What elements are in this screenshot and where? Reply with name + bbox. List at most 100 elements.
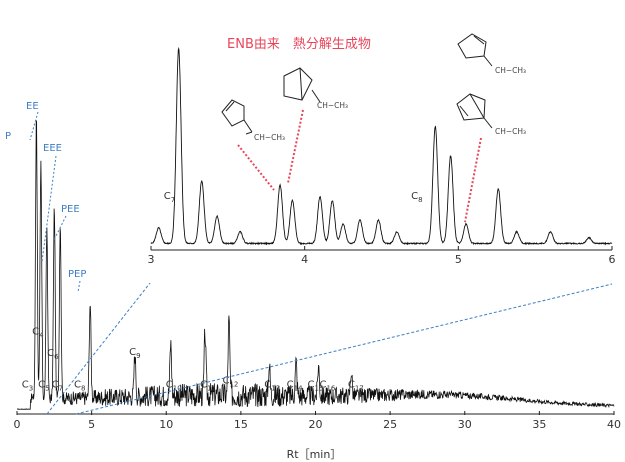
- peak-label-name: C: [32, 327, 39, 338]
- inset-trace: [150, 46, 613, 246]
- peak-label: C7: [52, 380, 63, 393]
- inset-x-ticks: 3 4 5 6: [148, 246, 616, 266]
- peak-label-name: C: [22, 380, 29, 391]
- x-tick-label: 10: [159, 418, 173, 431]
- peak-label: C4: [32, 327, 44, 340]
- peak-label: C14: [287, 380, 303, 393]
- peak-label: C7: [164, 191, 175, 204]
- peak-label-name: C: [129, 347, 136, 358]
- peak-label-name: C: [348, 380, 355, 391]
- series-link-eee: [41, 155, 57, 263]
- structure-3-label: CH−CH₃: [495, 66, 526, 75]
- peak-label: C9: [129, 347, 140, 360]
- peak-label-name: C: [166, 380, 173, 391]
- structure-1: [221, 99, 253, 135]
- peak-label: C6: [47, 348, 59, 361]
- peak-label-name: C: [264, 380, 271, 391]
- peak-label-sub: 15: [315, 385, 324, 393]
- peak-label-sub: 7: [171, 196, 175, 204]
- peak-label-name: C: [308, 380, 315, 391]
- peak-label: C5: [38, 380, 49, 393]
- peak-label-sub: 6: [54, 353, 59, 361]
- series-link-ee: [29, 111, 39, 141]
- series-label-p: P: [5, 131, 11, 142]
- peak-label: C17: [348, 380, 364, 393]
- structure-3: [457, 33, 493, 67]
- structure-4: [456, 93, 493, 129]
- peak-label-sub: 7: [59, 385, 63, 393]
- peak-label-name: C: [38, 380, 45, 391]
- peak-label-name: C: [164, 191, 171, 202]
- peak-label-sub: 11: [207, 385, 216, 393]
- peak-label-name: C: [287, 380, 294, 391]
- zoom-guides: [46, 282, 613, 415]
- series-label-eee: EEE: [43, 143, 62, 154]
- peak-label-sub: 9: [136, 352, 140, 360]
- x-tick-label: 0: [14, 418, 21, 431]
- peak-label-sub: 16: [326, 385, 335, 393]
- series-link-pee: [53, 215, 67, 241]
- x-tick-label: 5: [455, 253, 462, 266]
- x-tick-label: 4: [301, 253, 308, 266]
- structure-link-4: [464, 137, 482, 223]
- x-tick-label: 25: [383, 418, 397, 431]
- inset-title: ENB由来 熱分解生成物: [227, 37, 371, 52]
- peak-label-sub: 10: [173, 385, 182, 393]
- peak-label-name: C: [74, 380, 81, 391]
- series-link-pep: [77, 280, 81, 293]
- peak-label-name: C: [411, 191, 418, 202]
- peak-label: C8: [411, 191, 422, 204]
- peak-label: C12: [222, 376, 238, 389]
- main-x-ticks: 0 5 10 15 20 25 30 35 40: [14, 411, 621, 431]
- main-trace: [17, 120, 615, 410]
- x-tick-label: 20: [309, 418, 323, 431]
- peak-label: C16: [319, 380, 335, 393]
- peak-label-name: C: [52, 380, 59, 391]
- peak-label-sub: 8: [418, 196, 422, 204]
- peak-label: C13: [264, 380, 280, 393]
- peak-label-sub: 14: [294, 385, 303, 393]
- structure-4-label: CH−CH₃: [495, 127, 526, 136]
- peak-label-sub: 4: [39, 332, 44, 340]
- structure-links: [237, 109, 482, 223]
- x-tick-label: 40: [607, 418, 621, 431]
- x-tick-label: 35: [532, 418, 546, 431]
- structure-link-1: [237, 144, 275, 191]
- structure-2-label: CH−CH₃: [317, 101, 348, 110]
- peak-label-sub: 5: [45, 385, 49, 393]
- peak-label: C3: [22, 380, 33, 393]
- x-tick-label: 6: [609, 253, 616, 266]
- x-tick-label: 5: [88, 418, 95, 431]
- peak-label-name: C: [200, 380, 207, 391]
- zoom-guide-left: [46, 282, 151, 415]
- peak-label: C15: [308, 380, 324, 393]
- structure-link-2: [287, 109, 304, 184]
- peak-label-sub: 8: [81, 385, 85, 393]
- peak-label-sub: 3: [29, 385, 33, 393]
- x-tick-label: 15: [234, 418, 248, 431]
- structure-1-label: CH−CH₃: [254, 133, 285, 142]
- peak-label: C10: [166, 380, 182, 393]
- x-tick-label: 3: [148, 253, 155, 266]
- inset-peak-labels: C7 C8: [164, 191, 423, 204]
- series-label-ee: EE: [26, 101, 39, 112]
- peak-label-name: C: [222, 376, 229, 387]
- series-labels: P EE EEE PEE PEP: [5, 101, 86, 293]
- zoom-guide-right: [75, 283, 613, 415]
- structure-2: [283, 67, 321, 103]
- peak-label-name: C: [47, 348, 54, 359]
- peak-label-sub: 13: [271, 385, 280, 393]
- peak-label: C8: [74, 380, 85, 393]
- x-tick-label: 30: [458, 418, 472, 431]
- main-x-label: Rt［min］: [287, 448, 342, 461]
- series-label-pep: PEP: [68, 269, 86, 280]
- peak-label-sub: 17: [355, 385, 364, 393]
- peak-label-sub: 12: [229, 381, 238, 389]
- peak-label: C11: [200, 380, 216, 393]
- series-label-pee: PEE: [61, 204, 80, 215]
- peak-label-name: C: [319, 380, 326, 391]
